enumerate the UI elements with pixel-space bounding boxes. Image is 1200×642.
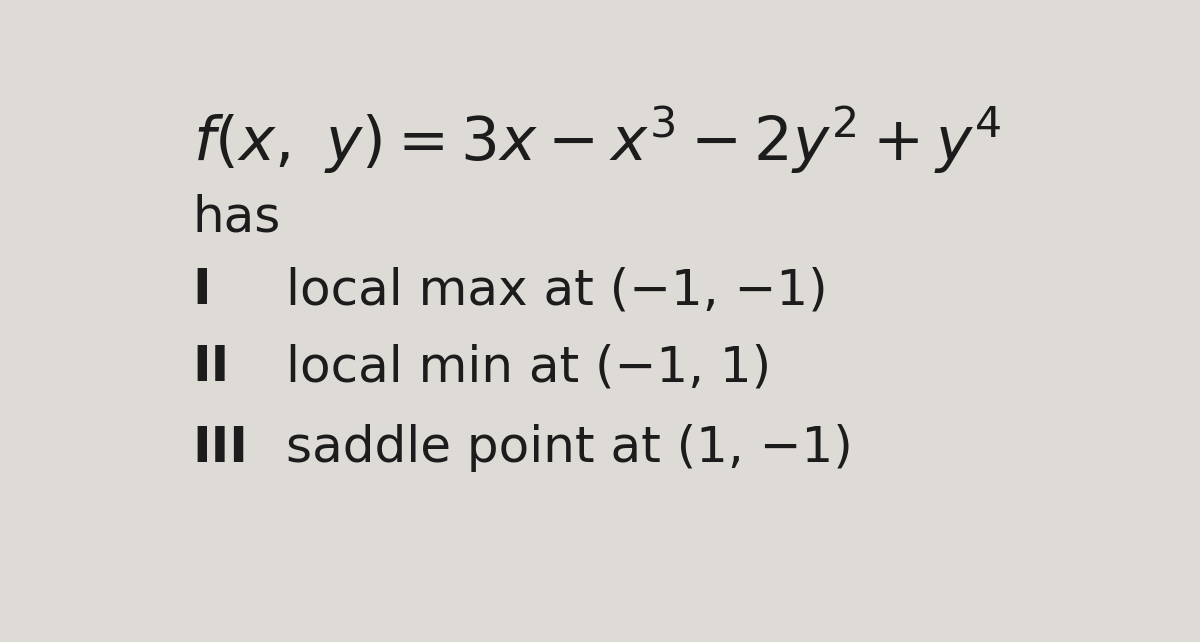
Text: I: I	[193, 266, 211, 315]
Text: local min at (−1, 1): local min at (−1, 1)	[286, 343, 770, 392]
Text: $f(x,\ y) = 3x - x^3 - 2y^2 + y^4$: $f(x,\ y) = 3x - x^3 - 2y^2 + y^4$	[193, 105, 1001, 176]
Text: III: III	[193, 424, 248, 472]
Text: saddle point at (1, −1): saddle point at (1, −1)	[286, 424, 852, 472]
Text: II: II	[193, 343, 230, 392]
Text: local max at (−1, −1): local max at (−1, −1)	[286, 266, 827, 315]
Text: has: has	[193, 193, 281, 241]
